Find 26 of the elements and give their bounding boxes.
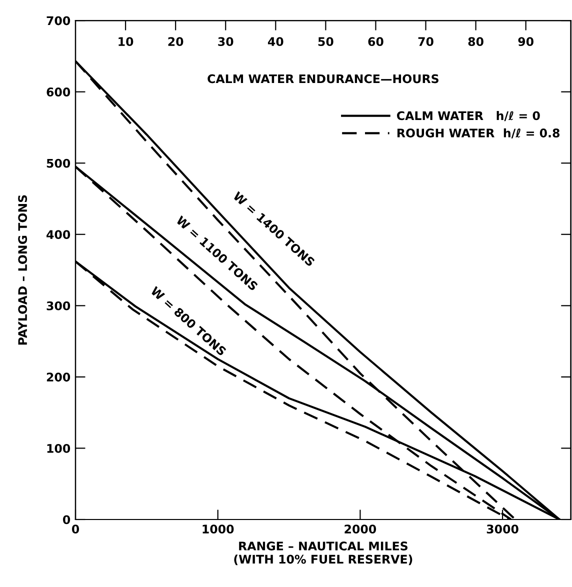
y-tick-label: 500 xyxy=(46,158,70,168)
x-tick-label: 0 xyxy=(72,524,80,534)
x2-tick-label: 80 xyxy=(468,37,484,46)
x2-tick-label: 30 xyxy=(218,37,234,46)
y-tick-label: 700 xyxy=(46,16,70,26)
y-tick-label: 400 xyxy=(46,230,70,240)
x-tick-label: 3000 xyxy=(486,524,518,534)
y-tick-label: 600 xyxy=(46,88,70,96)
x2-tick-label: 90 xyxy=(518,37,534,46)
x-tick-label: 1000 xyxy=(202,524,234,534)
legend-label: CALM WATER h/ℓ = 0 xyxy=(396,111,540,122)
y-tick-label: 300 xyxy=(46,301,70,310)
x2-tick-label: 40 xyxy=(268,37,284,46)
x2-tick-label: 70 xyxy=(418,37,434,46)
x2-tick-label: 20 xyxy=(168,37,184,46)
legend-label: ROUGH WATER h/ℓ = 0.8 xyxy=(397,128,560,138)
x-axis-title: RANGE – NAUTICAL MILES (WITH 10% FUEL RESERVE) xyxy=(234,542,412,566)
y-tick-label: 100 xyxy=(47,444,70,453)
y-tick-label: 0 xyxy=(62,515,70,524)
y-axis-title: PAYLOAD – LONG TONS xyxy=(18,195,28,345)
x-tick-label: 2000 xyxy=(344,524,376,534)
x2-axis-title: CALM WATER ENDURANCE—HOURS xyxy=(208,74,438,84)
x2-tick-label: 50 xyxy=(318,37,334,46)
x2-tick-label: 60 xyxy=(368,37,384,46)
y-tick-label: 200 xyxy=(46,372,70,382)
x2-tick-label: 10 xyxy=(118,37,134,46)
